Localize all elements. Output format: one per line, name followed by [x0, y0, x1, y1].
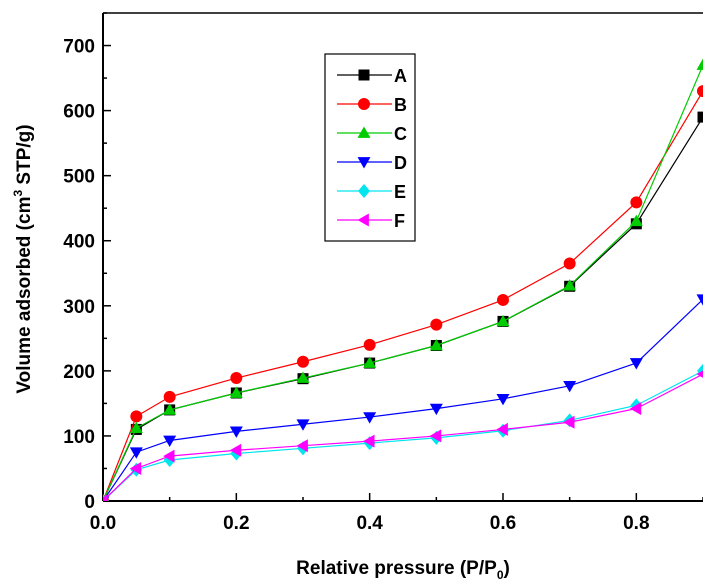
series-layer: [103, 58, 703, 501]
legend-box: [324, 53, 416, 242]
series-line-D: [103, 298, 703, 501]
series-E: [103, 363, 703, 501]
legend-marker-E: [358, 184, 370, 198]
y-tick-label: 100: [63, 427, 95, 448]
data-point-B: [497, 293, 509, 306]
legend-marker-B: [358, 98, 370, 110]
legend-label: F: [394, 211, 405, 231]
legend-item-C: C: [337, 124, 407, 144]
y-tick-label: 600: [63, 102, 95, 123]
legend-item-B: B: [337, 95, 407, 115]
data-point-D: [629, 358, 643, 370]
data-point-F: [629, 402, 642, 416]
x-tick-label: 0.4: [356, 513, 383, 534]
y-axis-title-main: Volume adsorbed (cm: [14, 197, 35, 394]
data-point-B: [697, 85, 703, 98]
x-axis-title-subscript: 0: [497, 568, 504, 582]
data-point-B: [130, 410, 143, 423]
axes: 0 100 200 300 400 500 600 700 0.0 0.2 0.4 0.6 0.8: [63, 12, 703, 534]
data-point-D: [563, 380, 577, 393]
data-point-C: [629, 214, 643, 227]
data-point-C: [496, 314, 510, 327]
data-point-F: [103, 494, 108, 501]
legend-marker-D: [357, 157, 371, 169]
series-F: [103, 370, 703, 501]
legend-item-F: F: [337, 211, 405, 231]
data-point-F: [296, 439, 308, 453]
data-point-C: [363, 356, 377, 368]
data-point-C: [163, 403, 177, 415]
data-point-C: [296, 371, 310, 383]
data-point-D: [363, 412, 377, 424]
x-tick-label: 0.6: [490, 513, 516, 534]
series-D: [103, 294, 703, 501]
series-C: [103, 58, 703, 501]
legend-marker-C: [357, 126, 371, 138]
data-point-F: [496, 422, 508, 436]
data-point-F: [163, 449, 175, 463]
x-tick-label: 0.2: [223, 513, 249, 534]
legend-label: E: [394, 182, 406, 202]
legend-item-A: A: [337, 66, 407, 86]
data-point-D: [296, 419, 310, 431]
data-point-F: [229, 443, 242, 457]
data-point-C: [563, 279, 577, 291]
legend-marker-A: [358, 69, 370, 81]
y-tick-label: 500: [63, 167, 95, 188]
y-tick-label: 700: [63, 37, 95, 58]
data-point-B: [630, 196, 643, 209]
legend-label: A: [394, 66, 407, 86]
data-point-C: [696, 58, 703, 70]
x-axis-title: Relative pressure (P/P0): [296, 558, 510, 582]
legend-label: C: [394, 124, 407, 144]
data-point-B: [563, 257, 576, 270]
data-point-C: [229, 386, 243, 398]
data-point-B: [430, 318, 443, 331]
legend-label: D: [394, 153, 407, 173]
data-point-A: [697, 111, 703, 123]
y-axis-title-end: STP/g): [14, 124, 35, 189]
series-B: [103, 85, 703, 501]
data-point-B: [163, 390, 176, 403]
data-point-F: [563, 415, 575, 429]
y-axis-title: Volume adsorbed (cm3 STP/g): [11, 124, 35, 393]
y-tick-label: 0: [84, 492, 95, 513]
x-axis-title-main: Relative pressure (P/P: [296, 558, 497, 579]
data-point-D: [429, 403, 443, 416]
data-point-C: [129, 421, 143, 434]
legend-marker-F: [357, 213, 369, 227]
legend-label: B: [394, 95, 407, 115]
x-axis-title-end: ): [504, 558, 510, 579]
data-point-C: [429, 338, 443, 351]
data-point-B: [363, 338, 376, 351]
data-point-B: [297, 355, 309, 368]
x-tick-label: 0.8: [623, 513, 649, 534]
data-point-F: [363, 434, 375, 448]
data-point-B: [230, 372, 243, 385]
data-point-D: [129, 447, 143, 459]
legend-item-D: D: [337, 153, 407, 173]
y-tick-label: 300: [63, 297, 95, 318]
y-tick-label: 200: [63, 362, 95, 383]
data-point-D: [696, 294, 703, 306]
data-point-F: [429, 429, 442, 443]
data-point-D: [229, 426, 243, 438]
y-tick-label: 400: [63, 232, 95, 253]
data-point-F: [129, 461, 142, 475]
data-point-F: [696, 370, 703, 378]
data-point-D: [496, 393, 510, 406]
legend-item-E: E: [337, 182, 406, 202]
y-axis-title-superscript: 3: [11, 190, 25, 197]
x-tick-label: 0.0: [90, 513, 116, 534]
data-point-D: [163, 435, 177, 447]
